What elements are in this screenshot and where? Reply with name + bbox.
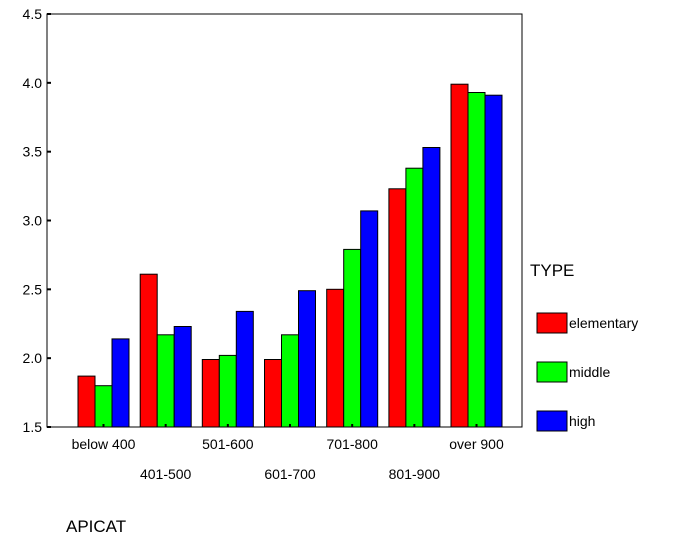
x-tick-label: below 400	[72, 436, 136, 452]
bar-middle-5	[343, 248, 362, 428]
bar-high-4	[298, 290, 316, 428]
bar-middle-6	[405, 167, 424, 428]
bar-high-3	[235, 310, 254, 428]
y-tick-label: 4.0	[23, 75, 43, 91]
legend-swatch-elementary	[536, 312, 568, 334]
bar-elementary-1	[77, 375, 96, 428]
bar-high-5	[360, 210, 379, 428]
x-tick-label: over 900	[449, 436, 504, 452]
y-tick-label: 2.0	[23, 350, 43, 366]
bar-high-7	[484, 94, 503, 428]
legend-swatch-middle	[536, 361, 568, 383]
x-tick-label: 501-600	[202, 436, 254, 452]
legend-swatch-high	[536, 410, 568, 432]
bar-middle-3	[218, 354, 237, 428]
legend: TYPE elementary middle high	[530, 261, 638, 432]
y-tick-label: 3.0	[23, 213, 43, 229]
bars-group	[77, 83, 503, 428]
x-tick-label: 401-500	[140, 466, 192, 482]
y-tick-label: 3.5	[23, 144, 43, 160]
y-tick-label: 2.5	[23, 281, 43, 297]
bar-high-6	[422, 147, 441, 428]
bar-middle-4	[281, 334, 299, 428]
x-tick-label: 601-700	[264, 466, 316, 482]
bar-high-2	[173, 326, 192, 428]
x-tick-label: 701-800	[326, 436, 378, 452]
bar-middle-7	[467, 92, 486, 428]
bar-middle-2	[156, 334, 175, 428]
bar-elementary-6	[388, 188, 407, 428]
x-axis-title: APICAT	[66, 517, 126, 536]
bar-elementary-4	[264, 359, 282, 428]
bar-elementary-2	[139, 273, 158, 428]
bar-high-1	[111, 338, 130, 428]
y-tick-label: 1.5	[23, 419, 43, 435]
legend-label-elementary: elementary	[569, 315, 638, 331]
y-tick-label: 4.5	[23, 6, 43, 22]
y-axis: 1.5 2.0 2.5 3.0 3.5 4.0 4.5	[23, 6, 51, 435]
legend-label-high: high	[569, 413, 595, 429]
bar-middle-1	[94, 385, 113, 428]
legend-title: TYPE	[530, 261, 574, 280]
bar-elementary-7	[450, 83, 469, 428]
bar-elementary-3	[201, 359, 220, 428]
x-tick-label: 801-900	[389, 466, 441, 482]
legend-label-middle: middle	[569, 364, 610, 380]
bar-elementary-5	[326, 288, 345, 428]
